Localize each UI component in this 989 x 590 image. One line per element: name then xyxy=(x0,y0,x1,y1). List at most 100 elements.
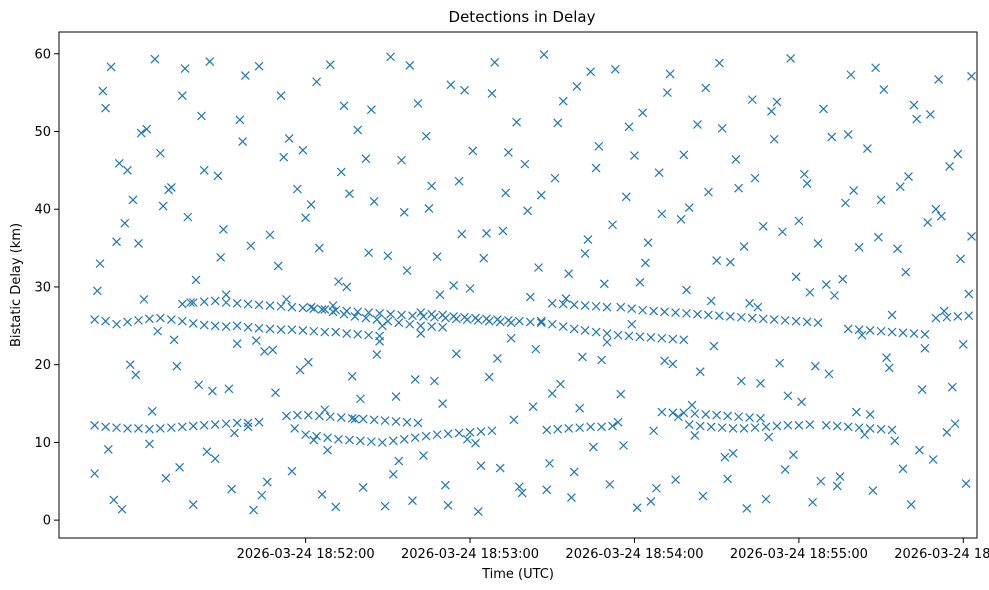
scatter-point xyxy=(493,354,502,363)
track-lower-1-point xyxy=(177,422,187,432)
track-upper-7-point xyxy=(780,315,790,325)
track-lower-1-point xyxy=(243,418,253,428)
scatter-point xyxy=(928,455,938,464)
y-tick-label: 10 xyxy=(34,436,51,451)
scatter-point xyxy=(662,88,672,98)
scatter-point xyxy=(610,64,620,74)
scatter-point xyxy=(317,490,327,499)
track-upper-4-point xyxy=(482,314,491,324)
track-upper-6-point xyxy=(668,334,678,344)
scatter-point xyxy=(643,238,653,248)
scatter-point xyxy=(967,231,976,241)
scatter-point xyxy=(917,385,927,394)
x-axis-ticks: 2026-03-24 18:52:00 2026-03-24 18:53:00 20… xyxy=(237,538,989,562)
scatter-point xyxy=(221,290,231,300)
scatter-point xyxy=(813,238,823,248)
track-upper-1-point xyxy=(265,324,275,334)
track-upper-6-point xyxy=(657,333,667,343)
track-lower-4-point xyxy=(553,424,563,434)
scatter-point xyxy=(876,195,886,205)
track-lower-7-point xyxy=(854,423,864,433)
track-lower-2-point xyxy=(325,412,335,422)
track-upper-9-point xyxy=(931,313,941,323)
scatter-point xyxy=(402,266,412,276)
scatter-point xyxy=(635,277,645,287)
scatter-point xyxy=(657,209,667,219)
scatter-point xyxy=(750,173,760,183)
track-upper-4-point xyxy=(460,312,469,322)
scatter-point xyxy=(575,403,585,413)
scatter-point xyxy=(583,235,593,244)
x-tick-label: 2026-03-24 18:56:00 xyxy=(894,547,989,562)
track-upper-7-point xyxy=(769,315,779,325)
track-lower-2-point xyxy=(380,416,390,426)
scatter-point xyxy=(783,391,793,401)
track-lower-3-point xyxy=(312,431,322,441)
scatter-point xyxy=(786,54,796,63)
track-lower-1-point xyxy=(210,420,220,429)
scatter-point xyxy=(369,197,379,206)
scatter-point xyxy=(416,329,426,339)
scatter-point xyxy=(805,287,815,297)
track-lower-1-point xyxy=(123,423,132,433)
track-upper-2-point xyxy=(320,305,330,314)
scatter-point xyxy=(413,99,423,108)
scatter-point xyxy=(229,428,239,438)
scatter-point xyxy=(92,286,102,296)
scatter-point xyxy=(553,118,563,128)
scatter-point xyxy=(594,141,604,151)
scatter-point xyxy=(471,438,480,448)
y-tick-label: 20 xyxy=(34,358,51,373)
scatter-point xyxy=(695,367,705,377)
scatter-point xyxy=(350,414,360,424)
scatter-point xyxy=(273,261,283,271)
y-tick-label: 50 xyxy=(34,125,51,140)
scatter-point xyxy=(665,69,675,79)
scatter-point xyxy=(112,237,121,247)
scatter-point xyxy=(484,372,494,382)
track-upper-6-point xyxy=(569,324,579,334)
scatter-point xyxy=(238,137,248,147)
scatter-point xyxy=(942,427,952,437)
track-upper-7-point xyxy=(693,309,702,319)
scatter-point xyxy=(542,485,552,495)
track-lower-1-point xyxy=(134,423,143,433)
scatter-point xyxy=(838,274,848,284)
track-upper-1-point xyxy=(331,327,341,337)
track-upper-5-point xyxy=(591,301,601,311)
scatter-point xyxy=(298,145,308,155)
scatter-point xyxy=(482,228,491,238)
track-lower-7-point xyxy=(843,422,853,432)
track-upper-6-point xyxy=(624,331,634,341)
scatter-point xyxy=(936,211,946,221)
track-lower-6-point xyxy=(772,421,782,431)
scatter-point xyxy=(468,146,478,156)
track-upper-7-point xyxy=(791,316,801,326)
scatter-point xyxy=(172,361,182,371)
scatter-point xyxy=(186,298,195,307)
scatter-point xyxy=(246,241,256,251)
scatter-point xyxy=(956,254,965,264)
scatter-point xyxy=(725,257,735,267)
scatter-point xyxy=(698,491,708,501)
scatter-point xyxy=(454,176,464,186)
track-upper-2-point xyxy=(287,302,297,312)
track-upper-1-point xyxy=(134,315,143,325)
scatter-point xyxy=(556,379,565,389)
scatter-point xyxy=(509,415,519,425)
track-lower-6-point xyxy=(761,422,771,432)
scatter-point xyxy=(832,481,842,491)
track-lower-3-point xyxy=(388,436,398,446)
scatter-point xyxy=(158,201,168,211)
track-upper-4-point xyxy=(514,316,524,326)
scatter-point xyxy=(920,343,930,353)
scatter-point xyxy=(155,148,165,158)
scatter-point xyxy=(673,412,683,422)
scatter-point xyxy=(427,181,437,191)
scatter-point xyxy=(191,275,201,285)
scatter-point xyxy=(517,488,527,498)
scatter-point xyxy=(240,71,250,80)
track-lower-4-point xyxy=(597,422,607,432)
track-lower-1-point xyxy=(166,423,176,433)
